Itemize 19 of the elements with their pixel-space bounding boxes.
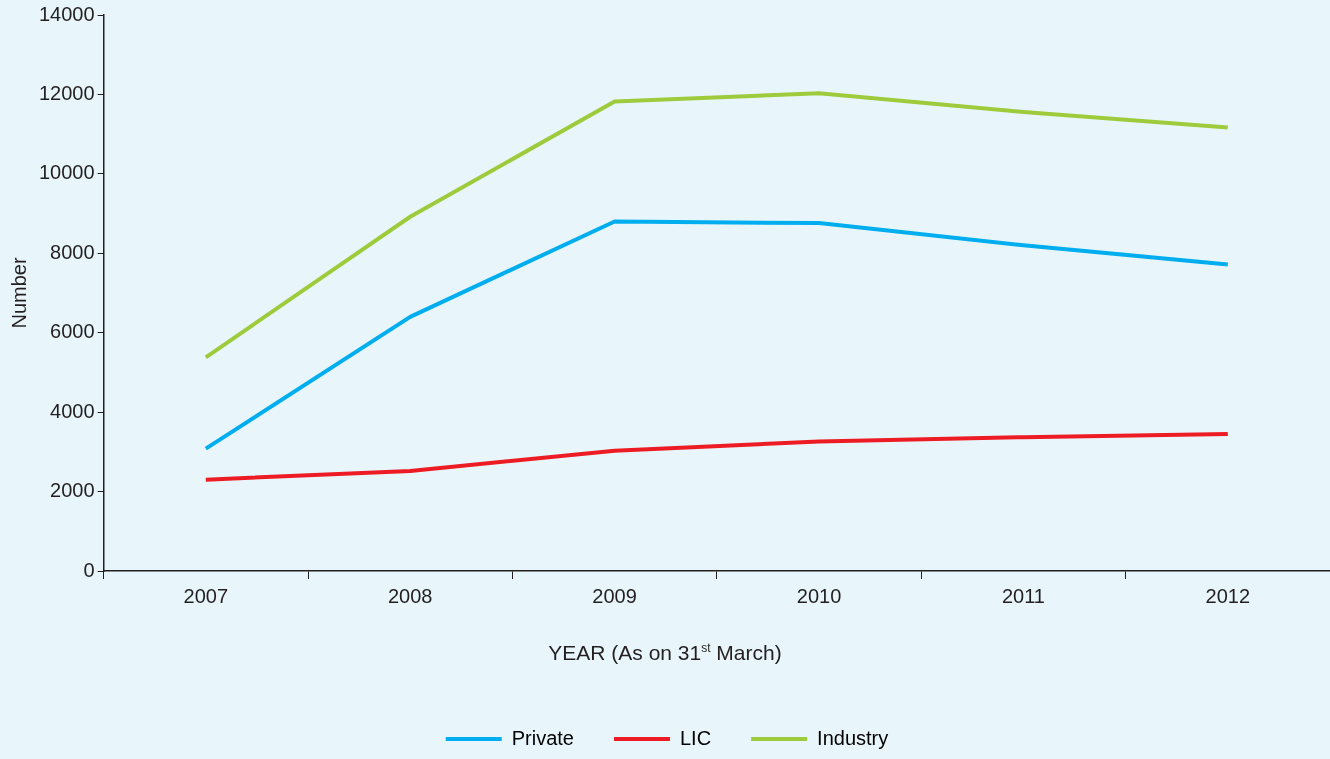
y-tick-label: 10000 bbox=[38, 161, 95, 184]
y-tick-label: 14000 bbox=[38, 2, 95, 25]
x-tick-label: 2007 bbox=[183, 584, 229, 607]
y-tick-label: 4000 bbox=[50, 399, 95, 422]
x-tick-label: 2008 bbox=[387, 584, 433, 607]
x-tick-label: 2012 bbox=[1205, 584, 1251, 607]
x-tick-label: 2010 bbox=[796, 584, 842, 607]
y-tick-label: 12000 bbox=[38, 81, 95, 104]
x-tick-label: 2011 bbox=[1001, 584, 1045, 607]
legend-label: Industry bbox=[817, 726, 889, 749]
x-tick-label: 2009 bbox=[592, 584, 637, 607]
y-tick-label: 2000 bbox=[50, 479, 95, 502]
y-tick-label: 6000 bbox=[50, 320, 95, 343]
y-tick-label: 0 bbox=[83, 558, 95, 581]
legend-label: LIC bbox=[679, 726, 712, 749]
legend-label: Private bbox=[511, 726, 574, 749]
x-axis-title: YEAR (As on 31$^{st}$ March) bbox=[547, 641, 783, 665]
y-axis-title: Number bbox=[7, 257, 30, 329]
y-tick-label: 8000 bbox=[50, 240, 95, 263]
